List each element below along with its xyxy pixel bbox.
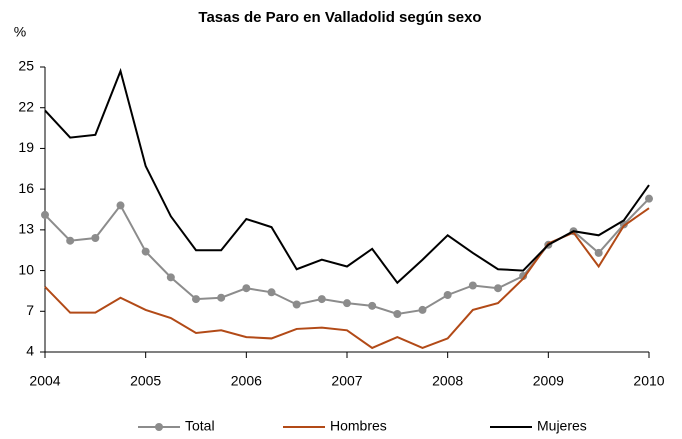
point bbox=[519, 272, 528, 280]
series-line bbox=[44, 67, 650, 285]
point bbox=[267, 288, 276, 297]
y-tick-label: 22 bbox=[18, 98, 34, 114]
point bbox=[368, 301, 377, 310]
point bbox=[494, 284, 502, 293]
point bbox=[645, 194, 653, 203]
y-tick-label: 13 bbox=[18, 221, 34, 237]
series-line bbox=[44, 197, 650, 316]
point bbox=[443, 291, 452, 299]
point bbox=[594, 248, 603, 257]
x-tick-label: 2007 bbox=[331, 373, 362, 389]
x-tick-label: 2005 bbox=[130, 373, 161, 389]
point bbox=[393, 310, 402, 318]
point bbox=[91, 234, 100, 242]
y-tick-label: 7 bbox=[26, 302, 34, 318]
x-tick-label: 2004 bbox=[29, 373, 60, 389]
x-tick-label: 2009 bbox=[533, 373, 564, 389]
legend-marker bbox=[155, 423, 163, 431]
y-tick-label: 10 bbox=[18, 261, 34, 277]
point bbox=[141, 247, 150, 256]
chart-title: Tasas de Paro en Valladolid según sexo bbox=[198, 9, 481, 26]
y-tick-label: 25 bbox=[18, 58, 34, 74]
point bbox=[217, 293, 226, 302]
y-axis-label: % bbox=[14, 24, 26, 40]
series-line bbox=[44, 207, 650, 350]
point bbox=[292, 300, 301, 309]
legend-label: Total bbox=[185, 418, 215, 434]
point bbox=[343, 299, 351, 308]
point bbox=[242, 284, 251, 293]
y-tick-label: 4 bbox=[26, 343, 34, 359]
point bbox=[66, 236, 75, 245]
point bbox=[166, 273, 175, 282]
x-tick-label: 2010 bbox=[633, 373, 664, 389]
point bbox=[418, 305, 427, 314]
legend-label: Hombres bbox=[330, 418, 387, 434]
point bbox=[116, 201, 125, 210]
x-tick-label: 2008 bbox=[432, 373, 463, 389]
point bbox=[468, 281, 477, 290]
y-tick-label: 19 bbox=[18, 139, 34, 155]
legend-label: Mujeres bbox=[537, 418, 587, 434]
point bbox=[41, 210, 49, 219]
point bbox=[192, 295, 200, 304]
y-tick-label: 16 bbox=[18, 180, 34, 196]
x-tick-label: 2006 bbox=[231, 373, 262, 389]
point bbox=[317, 295, 326, 304]
